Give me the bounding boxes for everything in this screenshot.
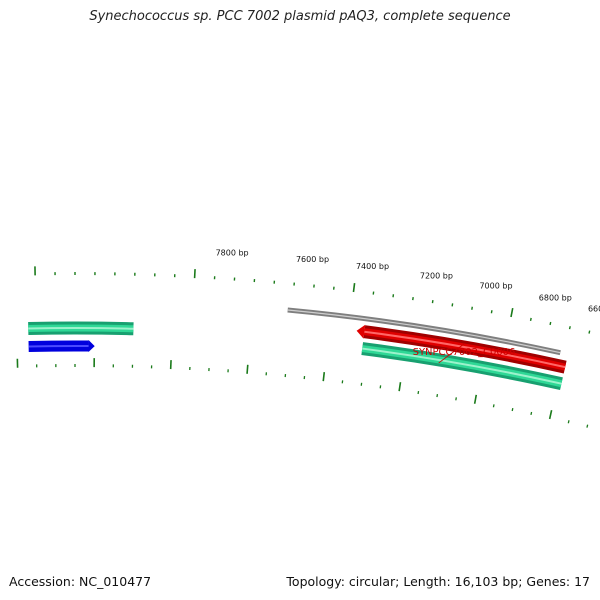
plasmid-backbone-highlight bbox=[287, 309, 561, 354]
scale-label: 6800 bp bbox=[539, 294, 572, 303]
cds-feature-c0006-highlight bbox=[362, 347, 562, 385]
inner-major-tick bbox=[246, 364, 249, 374]
scale-label: 6600 bp bbox=[588, 305, 600, 314]
gene-label-leader-line bbox=[438, 343, 465, 364]
scale-label: 7200 bp bbox=[420, 271, 453, 280]
outer-minor-tick bbox=[588, 330, 591, 334]
scale-label: 7000 bp bbox=[479, 282, 512, 291]
inner-major-tick bbox=[473, 394, 478, 404]
inner-major-tick bbox=[322, 372, 326, 382]
outer-major-tick bbox=[352, 283, 356, 293]
inner-major-tick bbox=[548, 410, 553, 420]
inner-minor-tick bbox=[492, 404, 495, 408]
inner-minor-tick bbox=[567, 420, 570, 424]
scale-labels: 6600 bp 6800 bp 7000 bp 7200 bp 7400 bp 7600 … bbox=[216, 248, 600, 313]
outer-minor-tick bbox=[568, 326, 571, 330]
outer-minor-tick bbox=[529, 317, 532, 322]
topology-footer: Topology: circular; Length: 16,103 bp; G… bbox=[286, 574, 590, 589]
inner-scale-ticks bbox=[16, 358, 589, 428]
inner-major-tick bbox=[398, 382, 402, 392]
outer-scale-ticks bbox=[34, 266, 591, 334]
accession-footer: Accession: NC_010477 bbox=[9, 574, 152, 589]
outer-minor-tick bbox=[451, 303, 454, 307]
gene-label-synpcc7002-c0006[interactable]: SYNPCC7002_C0006 bbox=[413, 347, 516, 358]
inner-minor-tick bbox=[455, 397, 457, 401]
gene-reverse-left-arrowhead bbox=[88, 340, 95, 353]
outer-minor-tick bbox=[471, 306, 473, 310]
inner-minor-tick bbox=[586, 424, 589, 428]
outer-minor-tick bbox=[490, 310, 493, 314]
map-title: Synechococcus sp. PCC 7002 plasmid pAQ3,… bbox=[89, 9, 511, 24]
outer-major-tick bbox=[510, 307, 514, 318]
inner-minor-tick bbox=[511, 407, 514, 412]
gene-synpcc7002-c0006-arrowhead bbox=[356, 324, 366, 339]
inner-minor-tick bbox=[530, 411, 533, 416]
outer-minor-tick bbox=[549, 321, 552, 326]
scale-label: 7600 bp bbox=[296, 255, 329, 264]
scale-label: 7400 bp bbox=[356, 262, 389, 271]
feature-tracks bbox=[28, 307, 567, 391]
cds-feature-left-highlight bbox=[28, 327, 134, 330]
scale-label: 7800 bp bbox=[216, 248, 249, 257]
gene-synpcc7002-c0006-highlight bbox=[364, 330, 566, 369]
